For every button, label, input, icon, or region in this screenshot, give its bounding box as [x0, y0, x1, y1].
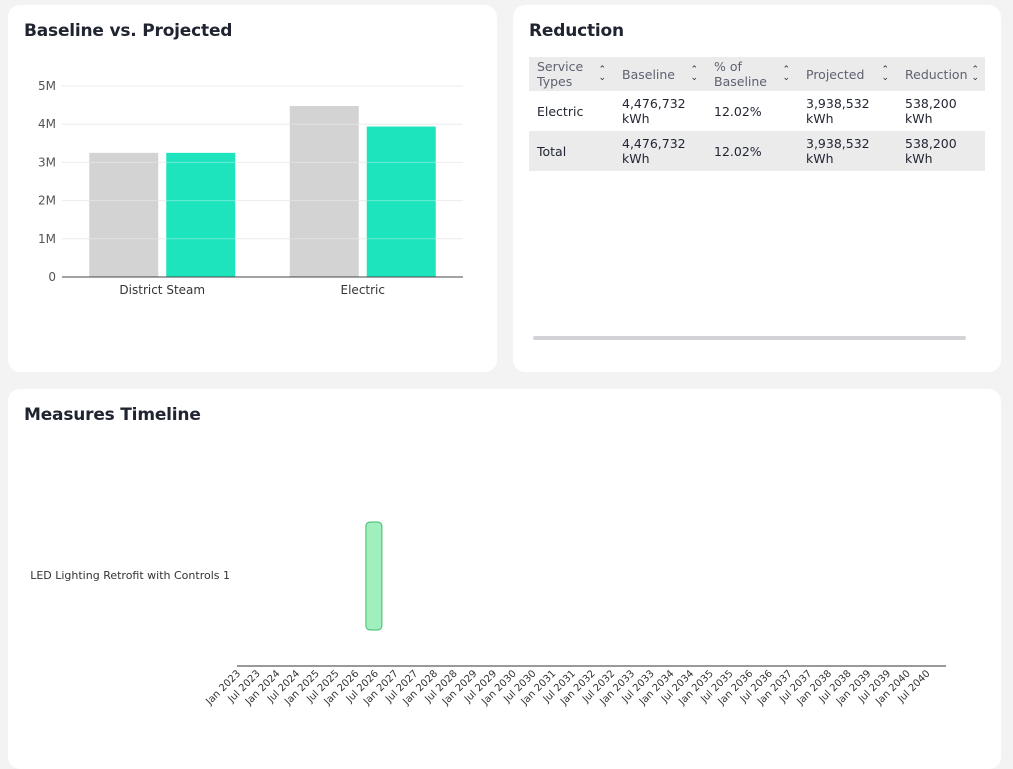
column-header-reduction[interactable]: Reduction ⌃ ⌄: [897, 57, 985, 91]
column-header-service-types[interactable]: Service Types ⌃ ⌄: [529, 57, 614, 91]
column-header-baseline[interactable]: Baseline ⌃ ⌄: [614, 57, 706, 91]
column-header-label: % of Baseline: [714, 59, 767, 89]
sort-updown-icon[interactable]: ⌃ ⌄: [971, 65, 980, 83]
table-cell: 12.02%: [706, 131, 798, 171]
reduction-card: Reduction Service Types ⌃ ⌄ Baseline ⌃ ⌄ % o…: [513, 5, 1001, 372]
column-header-label: Baseline: [622, 66, 675, 82]
measure-timeline-bar[interactable]: [365, 521, 383, 631]
y-tick-label: 3M: [38, 155, 56, 169]
card-title-reduction: Reduction: [529, 21, 624, 41]
card-title-timeline: Measures Timeline: [24, 405, 201, 425]
y-tick-label: 2M: [38, 194, 56, 208]
sort-updown-icon[interactable]: ⌃ ⌄: [598, 65, 606, 83]
table-cell: 4,476,732 kWh: [614, 131, 706, 171]
column-header-label: Projected: [806, 66, 865, 82]
sort-updown-icon[interactable]: ⌃ ⌄: [881, 65, 889, 83]
x-tick-label: Electric: [341, 283, 385, 297]
table-row: Total 4,476,732 kWh 12.02% 3,938,532 kWh…: [529, 131, 985, 171]
reduction-table-wrapper: Service Types ⌃ ⌄ Baseline ⌃ ⌄ % of Baseline…: [529, 57, 985, 171]
table-row: Electric 4,476,732 kWh 12.02% 3,938,532 …: [529, 91, 985, 131]
column-header-label: Reduction: [905, 66, 968, 82]
y-tick-label: 4M: [38, 117, 56, 131]
table-cell: 538,200 kWh: [897, 131, 985, 171]
table-cell: Electric: [537, 103, 584, 119]
column-header-percent-of-baseline[interactable]: % of Baseline ⌃ ⌄: [706, 57, 798, 91]
table-cell: 4,476,732 kWh: [622, 96, 686, 126]
table-cell: 3,938,532 kWh: [798, 131, 897, 171]
bar-projected[interactable]: [366, 126, 436, 277]
y-tick-label: 1M: [38, 232, 56, 246]
horizontal-scrollbar[interactable]: [533, 336, 966, 340]
table-header-row: Service Types ⌃ ⌄ Baseline ⌃ ⌄ % of Baseline…: [529, 57, 985, 91]
y-tick-label: 5M: [38, 79, 56, 93]
bar-baseline[interactable]: [289, 105, 359, 278]
table-cell: 538,200 kWh: [905, 96, 957, 126]
measure-label: LED Lighting Retrofit with Controls 1: [30, 569, 230, 582]
bar-baseline[interactable]: [89, 152, 159, 277]
sort-updown-icon[interactable]: ⌃ ⌄: [782, 65, 790, 83]
measures-timeline-card: Measures Timeline Jan 2023 Jul 2023 Jan 20…: [8, 389, 1001, 769]
column-header-projected[interactable]: Projected ⌃ ⌄: [798, 57, 897, 91]
table-cell: 3,938,532 kWh: [806, 96, 870, 126]
baseline-vs-projected-card: Baseline vs. Projected 0 1M 2M 3M 4M 5M Distri…: [8, 5, 497, 372]
reduction-table: Service Types ⌃ ⌄ Baseline ⌃ ⌄ % of Baseline…: [529, 57, 985, 171]
table-cell: Total: [529, 131, 614, 171]
sort-updown-icon[interactable]: ⌃ ⌄: [690, 65, 698, 83]
card-title-baseline: Baseline vs. Projected: [24, 21, 233, 41]
column-header-label: Service Types: [537, 59, 584, 89]
baseline-projected-bar-chart: 0 1M 2M 3M 4M 5M District Steam Electric: [38, 79, 463, 297]
table-cell: 12.02%: [714, 103, 762, 119]
y-tick-label: 0: [48, 270, 56, 284]
x-tick-label: District Steam: [119, 283, 205, 297]
bar-projected[interactable]: [166, 152, 236, 277]
